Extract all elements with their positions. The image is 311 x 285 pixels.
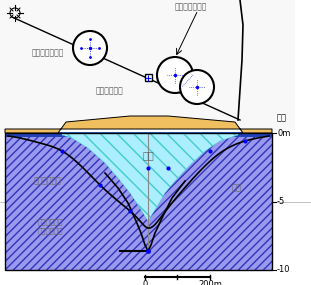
Text: 0m: 0m [277, 129, 290, 137]
Text: 地下水観測孔: 地下水観測孔 [96, 87, 124, 95]
Polygon shape [5, 116, 272, 133]
Text: 観測孔で測定
した塩淡境界: 観測孔で測定 した塩淡境界 [37, 219, 63, 234]
Circle shape [180, 70, 214, 104]
Circle shape [157, 57, 193, 93]
Text: 推定塩淡境界: 推定塩淡境界 [34, 176, 62, 186]
Text: -5: -5 [277, 197, 285, 206]
Text: 電気探査測定点: 電気探査測定点 [175, 3, 207, 11]
Bar [5, 133, 272, 270]
Text: 塩水: 塩水 [232, 183, 242, 192]
Text: 淡水: 淡水 [142, 150, 154, 160]
Bar [5, 132, 272, 137]
Bar [145, 74, 152, 81]
Text: 電磁探査測定点: 電磁探査測定点 [32, 48, 64, 58]
Bar [5, 133, 272, 270]
Circle shape [73, 31, 107, 65]
Text: 0: 0 [142, 280, 148, 285]
Bar [0, 0, 295, 130]
Text: 標高: 標高 [277, 113, 287, 123]
Text: -10: -10 [277, 266, 290, 274]
Text: 200m: 200m [198, 280, 222, 285]
Bar [5, 133, 272, 270]
Polygon shape [62, 133, 238, 221]
